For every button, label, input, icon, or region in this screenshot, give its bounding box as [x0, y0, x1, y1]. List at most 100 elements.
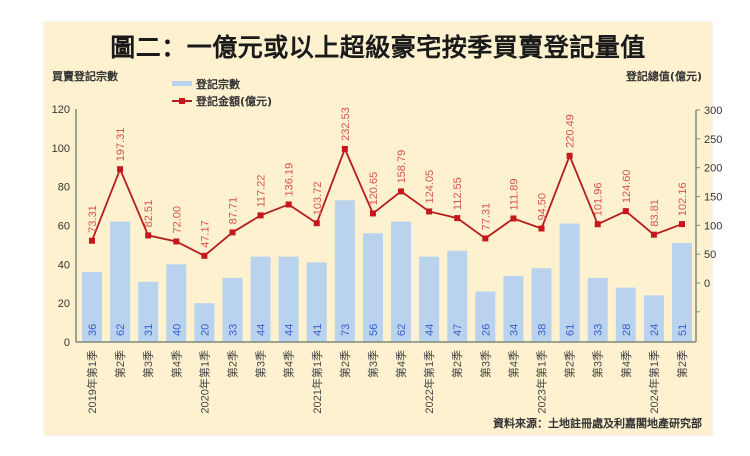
amount-line — [91, 146, 683, 257]
bar — [672, 242, 692, 342]
left-tick-label: 120 — [52, 104, 70, 116]
x-tick-label: 第4季 — [394, 350, 408, 378]
line-marker — [313, 220, 320, 227]
line-value-label: 124.60 — [621, 169, 633, 203]
bar-value-label: 44 — [424, 324, 436, 336]
line-swatch-icon — [172, 97, 192, 104]
line-value-label: 47.17 — [199, 220, 211, 248]
left-tick-label: 20 — [58, 298, 70, 310]
line-value-label: 101.96 — [593, 183, 605, 217]
x-tick-label: 2021年第1季 — [310, 350, 324, 414]
left-tick-label: 100 — [52, 143, 70, 155]
legend-label: 登記金額(億元) — [196, 94, 273, 108]
line-marker — [229, 229, 236, 236]
bar-value-label: 61 — [565, 324, 577, 336]
line-value-label: 72.00 — [171, 206, 183, 234]
bar-value-label: 38 — [537, 324, 549, 336]
legend-label: 登記宗數 — [196, 77, 240, 91]
bar-value-label: 44 — [284, 324, 296, 336]
line-marker — [426, 208, 433, 215]
source-note: 資料來源：土地註冊處及利嘉閣地產研究部 — [493, 417, 702, 430]
x-tick-label: 第2季 — [450, 350, 464, 378]
line-value-label: 232.53 — [340, 107, 352, 141]
bar — [82, 272, 102, 342]
line-marker — [117, 166, 124, 173]
bar-value-label: 33 — [227, 324, 239, 336]
right-tick-label: 200 — [704, 163, 722, 175]
bar-value-label: 26 — [480, 324, 492, 336]
bar — [503, 275, 524, 342]
line-marker — [594, 221, 601, 228]
right-tick-label: 150 — [704, 192, 722, 204]
bar-value-label: 62 — [115, 324, 127, 336]
bar-value-label: 20 — [199, 324, 211, 336]
bar-value-label: 51 — [677, 324, 689, 336]
left-tick-label: 40 — [58, 259, 70, 271]
bar-value-label: 41 — [312, 324, 324, 336]
right-tick-label: 0 — [704, 278, 710, 290]
x-tick-label: 第3季 — [141, 350, 155, 378]
line-value-label: 117.22 — [256, 175, 268, 208]
bar — [250, 256, 271, 342]
x-tick-label: 第4季 — [169, 350, 183, 378]
x-tick-label: 第2季 — [225, 350, 239, 378]
bar — [222, 277, 243, 342]
right-tick-label: 50 — [704, 249, 716, 261]
line-value-label: 82.51 — [143, 200, 155, 228]
line-marker — [398, 188, 405, 195]
bar — [166, 264, 187, 342]
x-tick-label: 2019年第1季 — [85, 350, 99, 414]
bar-value-label: 44 — [256, 324, 268, 336]
x-tick-label: 第4季 — [506, 350, 520, 378]
line-value-label: 83.81 — [649, 199, 661, 227]
bar — [138, 281, 159, 342]
bar-value-label: 40 — [171, 324, 183, 336]
bar — [643, 295, 664, 342]
bar — [194, 303, 215, 342]
line-marker — [510, 215, 517, 222]
line-value-label: 87.71 — [227, 197, 239, 225]
bar — [559, 223, 580, 342]
line-marker — [257, 212, 264, 219]
line-marker — [369, 210, 376, 217]
line-value-label: 73.31 — [87, 205, 99, 233]
bar-value-label: 73 — [340, 324, 352, 336]
bar-value-label: 28 — [621, 324, 633, 336]
bar-swatch-icon — [172, 81, 192, 86]
line-value-label: 103.72 — [312, 182, 324, 216]
bar-value-label: 33 — [593, 324, 605, 336]
legend-item-count: 登記宗數 — [172, 75, 272, 92]
x-tick-label: 第2季 — [563, 350, 577, 378]
left-tick-label: 80 — [58, 182, 70, 194]
x-tick-label: 2022年第1季 — [422, 350, 436, 414]
line-marker — [538, 225, 545, 232]
x-tick-label: 2023年第1季 — [535, 350, 549, 414]
line-value-label: 102.16 — [677, 182, 689, 216]
bar — [362, 233, 383, 342]
bar-value-label: 31 — [143, 324, 155, 336]
bar-value-label: 56 — [368, 324, 380, 336]
left-tick-label: 60 — [58, 221, 70, 233]
x-tick-label: 第3季 — [591, 350, 605, 378]
legend: 登記宗數 登記金額(億元) — [172, 75, 272, 109]
line-value-label: 124.05 — [424, 170, 436, 204]
bar-value-label: 34 — [508, 324, 520, 336]
bar — [306, 262, 327, 342]
bar — [531, 268, 552, 342]
x-tick-label: 2024年第1季 — [647, 350, 661, 414]
line-marker — [341, 145, 348, 152]
line-value-label: 197.31 — [115, 128, 127, 162]
line-marker — [566, 152, 573, 159]
bar-value-label: 36 — [87, 324, 99, 336]
bar — [110, 221, 131, 342]
bar — [475, 291, 496, 342]
bar — [447, 250, 468, 342]
line-marker — [145, 232, 152, 239]
left-axis-title: 買賣登記宗數 — [52, 70, 118, 83]
line-marker — [89, 237, 95, 244]
x-tick-label: 2020年第1季 — [197, 350, 211, 414]
line-value-label: 158.79 — [396, 150, 408, 184]
bar — [391, 221, 412, 342]
line-value-label: 77.31 — [480, 203, 492, 231]
